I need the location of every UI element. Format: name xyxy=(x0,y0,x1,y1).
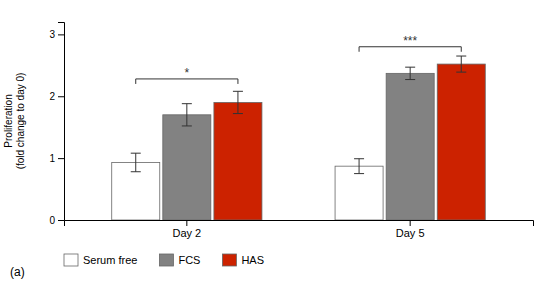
error-bar xyxy=(182,104,192,126)
bar xyxy=(437,64,485,220)
significance-label: *** xyxy=(403,34,417,48)
x-tick: Day 5 xyxy=(396,220,425,239)
legend-swatch xyxy=(159,254,173,266)
bars xyxy=(112,56,486,220)
y-tick-label: 3 xyxy=(49,29,55,40)
bar xyxy=(163,115,211,220)
y-tick: 1 xyxy=(49,153,64,164)
x-tick-mark xyxy=(186,220,187,226)
bar xyxy=(214,102,262,220)
y-tick-mark xyxy=(58,34,64,35)
annotations: ****(a) xyxy=(10,34,461,279)
x-tick-label: Day 5 xyxy=(396,227,425,239)
y-axis: 0 1 2 3 xyxy=(49,23,64,226)
y-tick-label: 0 xyxy=(49,215,55,226)
legend-item: FCS xyxy=(159,254,200,266)
axis-line xyxy=(58,23,65,221)
bar xyxy=(386,73,434,220)
y-tick-label: 1 xyxy=(49,153,55,164)
error-bar xyxy=(456,56,466,72)
chart: 0 1 2 3 Day 2 Day 5 Proliferation(fold change … xyxy=(0,0,557,284)
significance-label: * xyxy=(184,66,189,80)
y-axis-title: Proliferation(fold change to day 0) xyxy=(3,73,26,170)
legend-label: FCS xyxy=(178,254,200,266)
series xyxy=(214,56,485,220)
x-tick: Day 2 xyxy=(172,220,201,239)
y-axis-title-line: (fold change to day 0) xyxy=(15,73,26,170)
x-tick-mark xyxy=(410,220,411,226)
error-bar xyxy=(131,153,141,172)
y-tick-mark xyxy=(58,96,64,97)
legend-label: HAS xyxy=(241,254,264,266)
x-tick-label: Day 2 xyxy=(172,227,201,239)
chart-container: 0 1 2 3 Day 2 Day 5 Proliferation(fold change … xyxy=(0,0,557,284)
legend-item: Serum free xyxy=(64,254,137,266)
y-tick-mark xyxy=(58,220,64,221)
y-tick: 3 xyxy=(49,29,64,40)
x-axis: Day 2 Day 5 xyxy=(65,220,534,239)
series xyxy=(163,67,434,220)
panel-label: (a) xyxy=(10,265,25,279)
error-bar xyxy=(405,67,415,79)
axis-line xyxy=(65,221,534,227)
legend-swatch xyxy=(222,254,236,266)
error-bar xyxy=(233,91,243,113)
error-bar xyxy=(354,159,364,174)
bar xyxy=(335,166,383,220)
plot: 0 1 2 3 Day 2 Day 5 Proliferation(fold change … xyxy=(3,23,534,239)
legend-item: HAS xyxy=(222,254,264,266)
y-tick-label: 2 xyxy=(49,91,55,102)
y-axis-title-line: Proliferation xyxy=(3,94,14,147)
y-tick: 2 xyxy=(49,91,64,102)
y-tick-mark xyxy=(58,158,64,159)
y-tick: 0 xyxy=(49,215,64,226)
legend: Serum free FCS HAS xyxy=(64,254,264,266)
legend-label: Serum free xyxy=(83,254,137,266)
legend-swatch xyxy=(64,254,78,266)
